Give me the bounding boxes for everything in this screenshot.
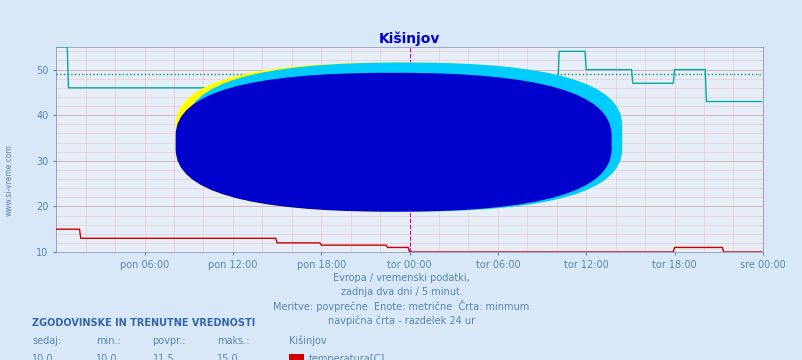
- FancyBboxPatch shape: [187, 63, 621, 211]
- Title: Kišinjov: Kišinjov: [379, 31, 439, 46]
- Text: 10,0: 10,0: [96, 354, 118, 360]
- Text: temperatura[C]: temperatura[C]: [309, 354, 385, 360]
- Text: 10,0: 10,0: [32, 354, 54, 360]
- Text: navpična črta - razdelek 24 ur: navpična črta - razdelek 24 ur: [327, 315, 475, 326]
- Text: 11,5: 11,5: [152, 354, 174, 360]
- Text: www.si-vreme.com: www.si-vreme.com: [276, 162, 542, 186]
- FancyBboxPatch shape: [176, 73, 610, 211]
- Text: min.:: min.:: [96, 336, 121, 346]
- Text: Evropa / vremenski podatki,: Evropa / vremenski podatki,: [333, 273, 469, 283]
- Text: sedaj:: sedaj:: [32, 336, 61, 346]
- Text: Kišinjov: Kišinjov: [289, 335, 326, 346]
- Text: povpr.:: povpr.:: [152, 336, 186, 346]
- Text: zadnja dva dni / 5 minut.: zadnja dva dni / 5 minut.: [340, 287, 462, 297]
- Text: maks.:: maks.:: [217, 336, 249, 346]
- Text: www.si-vreme.com: www.si-vreme.com: [5, 144, 14, 216]
- FancyBboxPatch shape: [176, 63, 621, 211]
- Text: Meritve: povprečne  Enote: metrične  Črta: minmum: Meritve: povprečne Enote: metrične Črta:…: [273, 300, 529, 312]
- Text: 15,0: 15,0: [217, 354, 238, 360]
- Text: ZGODOVINSKE IN TRENUTNE VREDNOSTI: ZGODOVINSKE IN TRENUTNE VREDNOSTI: [32, 318, 255, 328]
